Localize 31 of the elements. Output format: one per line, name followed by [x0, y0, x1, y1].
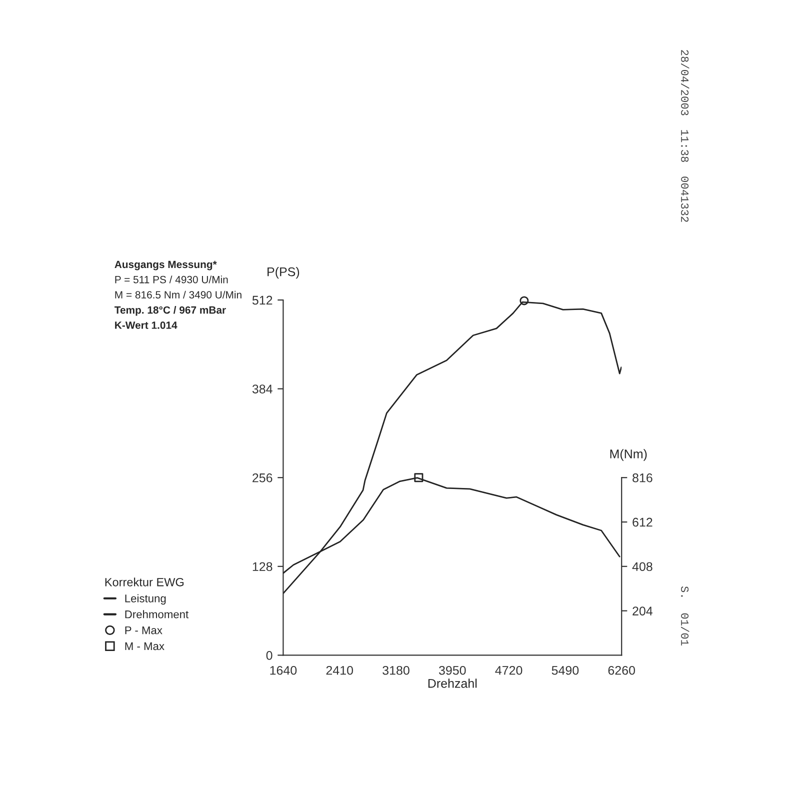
text: Ausgangs Messung* [114, 260, 217, 270]
y-tick-label: 384 [252, 384, 272, 394]
text: S. 01/01 [681, 586, 690, 646]
text: Temp. 18°C / 967 mBar [114, 306, 226, 316]
legend-label: P - Max [125, 626, 162, 634]
x-tick-label: 2410 [326, 666, 354, 675]
y2-tick-label: 816 [632, 473, 652, 482]
legend-label: M - Max [125, 642, 164, 650]
y-tick-label: 512 [252, 296, 272, 305]
y-tick-label: 128 [252, 562, 272, 572]
x-tick-label: 4720 [495, 666, 522, 675]
x-tick-label: 5490 [552, 666, 579, 675]
text: P = 511 PS / 4930 U/Min [115, 276, 228, 284]
y2-tick-label: 204 [632, 606, 653, 616]
x-tick-label: 3180 [382, 666, 410, 675]
text: M = 816.5 Nm / 3490 U/Min [115, 290, 242, 299]
x-tick-label: 1640 [270, 666, 297, 675]
x-tick-label: 3950 [438, 666, 466, 675]
y2-axis-title: M(Nm) [610, 449, 647, 461]
text: 28/04/2003 11:38 0041332 [681, 50, 690, 222]
text: K-Wert 1.014 [115, 322, 178, 329]
y2-tick-label: 612 [632, 518, 652, 527]
y-tick-label: 0 [266, 651, 272, 660]
legend-label: Leistung [125, 594, 166, 605]
y2-tick-label: 408 [632, 562, 652, 572]
legend-title: Korrektur EWG [105, 578, 184, 586]
legend-label: Drehmoment [125, 610, 189, 618]
x-axis-title: Drehzahl [428, 678, 477, 688]
x-tick-label: 6260 [608, 666, 636, 675]
y-axis-title: P(PS) [268, 267, 300, 279]
y-tick-label: 256 [252, 473, 272, 482]
